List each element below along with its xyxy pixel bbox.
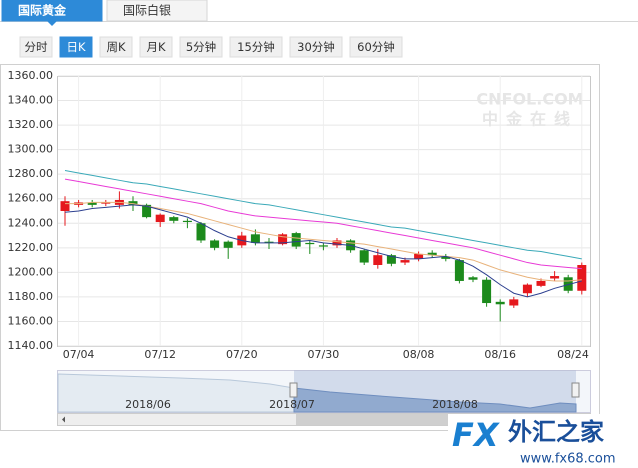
x-tick-label: 08/16 [484, 348, 516, 361]
y-tick-label: 1320.00 [8, 118, 54, 131]
candle-body [522, 284, 532, 294]
candle-body [400, 260, 410, 263]
candle-body [87, 202, 97, 205]
period-button-label: 月K [146, 40, 165, 54]
tab[interactable] [106, 0, 208, 22]
navigator-handle-right[interactable] [571, 382, 580, 398]
tab-label: 国际黄金 [18, 3, 67, 18]
candle-body [318, 245, 328, 247]
x-tick-label: 07/04 [63, 348, 95, 361]
watermark-brand: CNFOL.COM [476, 90, 583, 109]
navigator-selected-area [293, 387, 577, 413]
period-button[interactable] [99, 36, 133, 58]
y-tick-label: 1180.00 [8, 290, 54, 303]
period-button[interactable] [19, 36, 53, 58]
candle-body [550, 276, 560, 279]
candle-body [278, 234, 288, 245]
candle-body [482, 279, 492, 304]
x-tick-label: 07/12 [144, 348, 176, 361]
candle-body [454, 260, 464, 281]
navigator-handle-left[interactable] [289, 382, 298, 398]
period-button-label: 60分钟 [357, 40, 395, 54]
moving-average-line [64, 204, 582, 298]
period-button[interactable] [59, 36, 93, 58]
candle-body [128, 201, 138, 205]
candle-body [427, 252, 437, 256]
candle-body [60, 201, 70, 211]
candle-body [169, 217, 179, 221]
candle-body [142, 204, 152, 218]
period-button[interactable] [349, 36, 403, 58]
logo-bg [448, 414, 638, 468]
candle-body [359, 250, 369, 263]
y-tick-label: 1200.00 [8, 265, 54, 278]
period-button-label: 分时 [25, 40, 48, 54]
period-button[interactable] [139, 36, 173, 58]
candle-body [441, 256, 451, 259]
y-tick-label: 1240.00 [8, 216, 54, 229]
period-button[interactable] [289, 36, 343, 58]
y-tick-label: 1280.00 [8, 167, 54, 180]
candle-body [196, 223, 206, 241]
x-tick-label: 08/24 [557, 348, 589, 361]
candle-body [536, 280, 546, 286]
period-button[interactable] [229, 36, 283, 58]
period-button-label: 周K [106, 40, 125, 54]
x-tick-label: 08/08 [403, 348, 435, 361]
y-tick-label: 1160.00 [8, 314, 54, 327]
candle-body [210, 240, 220, 248]
navigator-label: 2018/08 [432, 398, 478, 411]
period-button-label: 15分钟 [237, 40, 275, 54]
x-tick-label: 07/30 [308, 348, 340, 361]
navigator-label: 2018/06 [125, 398, 171, 411]
moving-average-line [64, 178, 582, 270]
y-tick-label: 1360.00 [8, 69, 54, 82]
navigator-label: 2018/07 [269, 398, 315, 411]
logo-url: www.fx68.com [520, 452, 616, 467]
candle-body [101, 202, 111, 204]
candle-body [250, 234, 260, 243]
scrollbar-thumb[interactable] [296, 414, 576, 425]
candle-body [332, 240, 342, 246]
chart-frame [0, 64, 600, 431]
candle-body [291, 233, 301, 247]
candle-body [305, 242, 315, 245]
y-tick-label: 1260.00 [8, 192, 54, 205]
candle-body [563, 277, 573, 291]
period-button-label: 30分钟 [297, 40, 335, 54]
moving-average-line [64, 170, 582, 260]
y-tick-label: 1300.00 [8, 143, 54, 156]
candle-body [509, 299, 519, 306]
tab-pointer [47, 21, 57, 26]
candle-body [155, 214, 165, 223]
candle-body [495, 301, 505, 305]
logo-name: 外汇之家 [508, 418, 604, 446]
navigator-area [57, 373, 295, 413]
logo-brand: FX [452, 416, 500, 454]
candle-body [182, 220, 192, 223]
y-tick-label: 1140.00 [8, 339, 54, 352]
watermark-name: 中金在线 [482, 110, 578, 129]
candle-body [468, 277, 478, 280]
period-button-label: 5分钟 [186, 40, 216, 54]
candle-body [223, 241, 233, 248]
tab-label: 国际白银 [123, 3, 171, 18]
y-tick-label: 1340.00 [8, 94, 54, 107]
x-tick-label: 07/20 [226, 348, 258, 361]
scroll-left-arrow[interactable] [62, 416, 66, 423]
candle-body [414, 253, 424, 259]
period-button[interactable] [179, 36, 223, 58]
candle-body [373, 255, 383, 265]
candle-body [264, 241, 274, 243]
candle-body [577, 265, 587, 291]
candle-body [386, 255, 396, 264]
y-tick-label: 1220.00 [8, 241, 54, 254]
navigator-range[interactable] [294, 370, 576, 413]
period-button-label: 日K [66, 40, 85, 54]
